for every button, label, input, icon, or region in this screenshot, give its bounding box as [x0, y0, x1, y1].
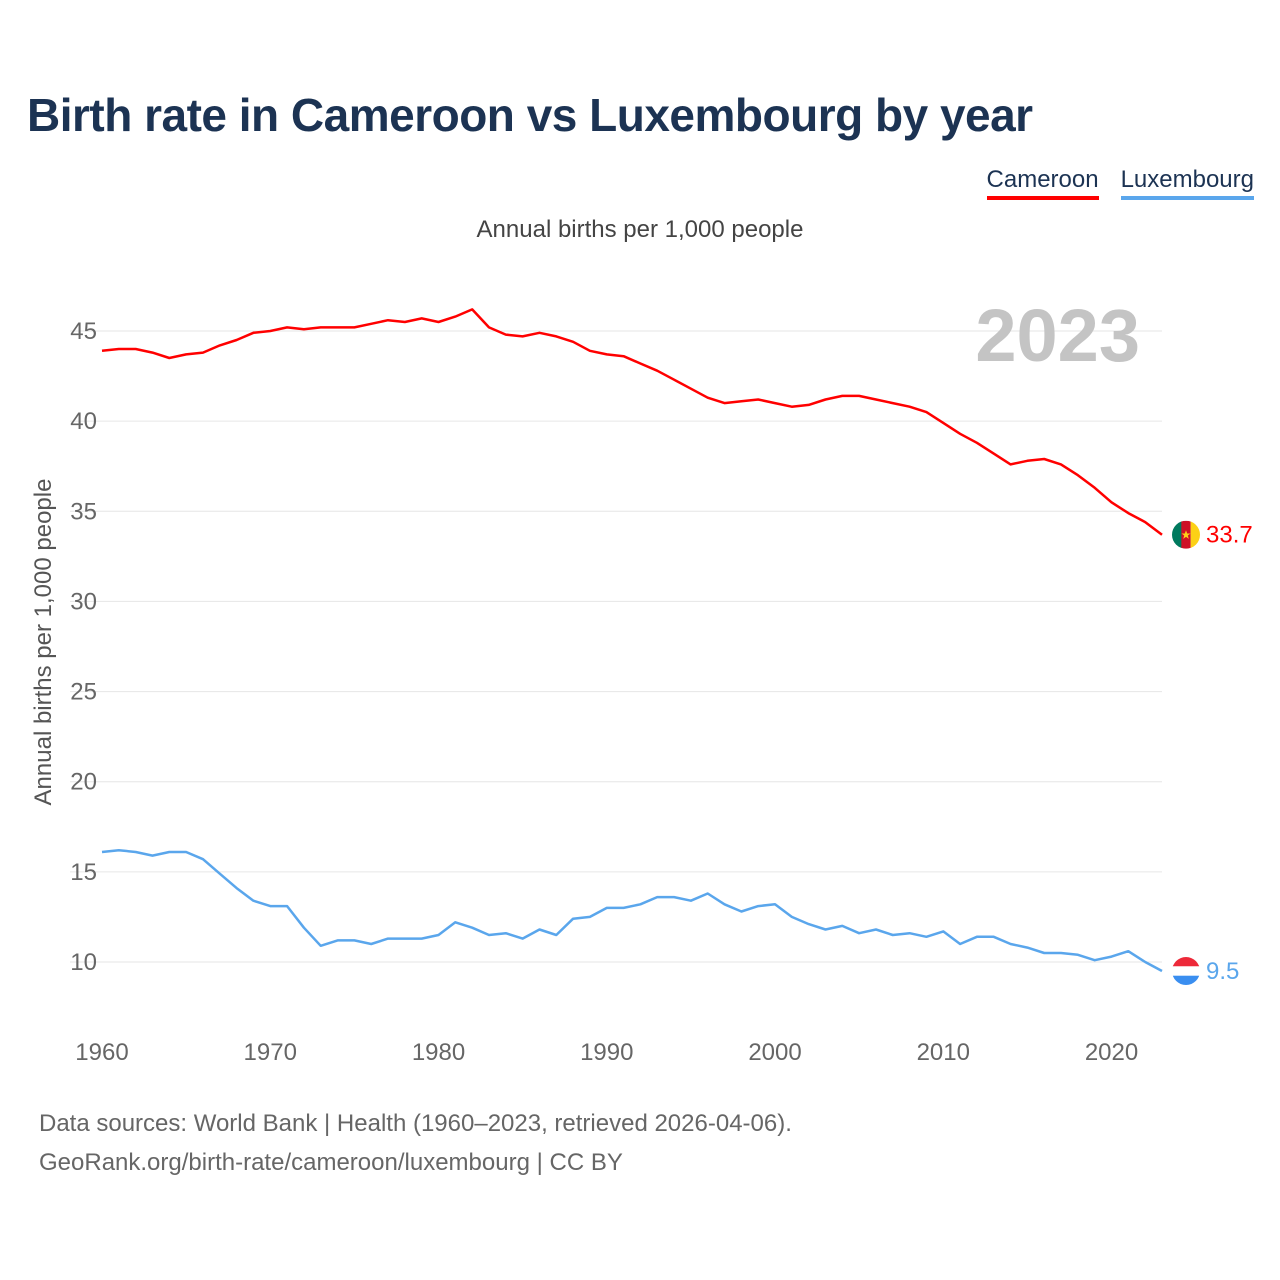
- footer-link[interactable]: GeoRank.org/birth-rate/cameroon/luxembou…: [39, 1149, 623, 1176]
- end-label-luxembourg: 9.5: [1206, 958, 1239, 985]
- y-tick-label: 15: [70, 859, 97, 886]
- series-line-cameroon: [101, 308, 1163, 536]
- legend-item-cameroon[interactable]: Cameroon: [986, 166, 1099, 200]
- series-lines: [101, 308, 1163, 973]
- y-tick-label: 10: [70, 949, 97, 976]
- x-tick-label: 1970: [244, 1039, 297, 1066]
- page-title: Birth rate in Cameroon vs Luxembourg by …: [27, 89, 1033, 141]
- x-tick-label: 1990: [580, 1039, 633, 1066]
- x-axis-ticks: 1960 1970 1980 1990 2000 2010 2020: [75, 1039, 1138, 1066]
- y-tick-label: 45: [70, 318, 97, 345]
- gridlines: [70, 330, 1162, 963]
- x-tick-label: 1980: [412, 1039, 465, 1066]
- y-axis-label: Annual births per 1,000 people: [30, 479, 57, 806]
- x-tick-label: 2000: [748, 1039, 801, 1066]
- x-tick-label: 1960: [75, 1039, 128, 1066]
- x-tick-label: 2010: [917, 1039, 970, 1066]
- chart-subtitle: Annual births per 1,000 people: [476, 216, 804, 243]
- series-line-luxembourg: [101, 848, 1163, 973]
- x-tick-label: 2020: [1085, 1039, 1138, 1066]
- year-watermark: 2023: [975, 294, 1140, 377]
- y-tick-label: 25: [70, 679, 97, 706]
- end-label-cameroon: 33.7: [1206, 522, 1253, 549]
- footer: Data sources: World Bank | Health (1960–…: [39, 1104, 792, 1182]
- y-tick-label: 30: [70, 588, 97, 615]
- y-axis-ticks: 10 15 20 25 30 35 40 45: [70, 318, 97, 976]
- footer-sources: Data sources: World Bank | Health (1960–…: [39, 1110, 792, 1137]
- legend-item-luxembourg[interactable]: Luxembourg: [1120, 166, 1254, 200]
- y-tick-label: 40: [70, 408, 97, 435]
- cameroon-flag-icon: [1172, 520, 1200, 549]
- y-tick-label: 20: [70, 769, 97, 796]
- luxembourg-flag-icon: [1172, 957, 1200, 986]
- y-tick-label: 35: [70, 498, 97, 525]
- legend: Cameroon Luxembourg: [986, 166, 1254, 200]
